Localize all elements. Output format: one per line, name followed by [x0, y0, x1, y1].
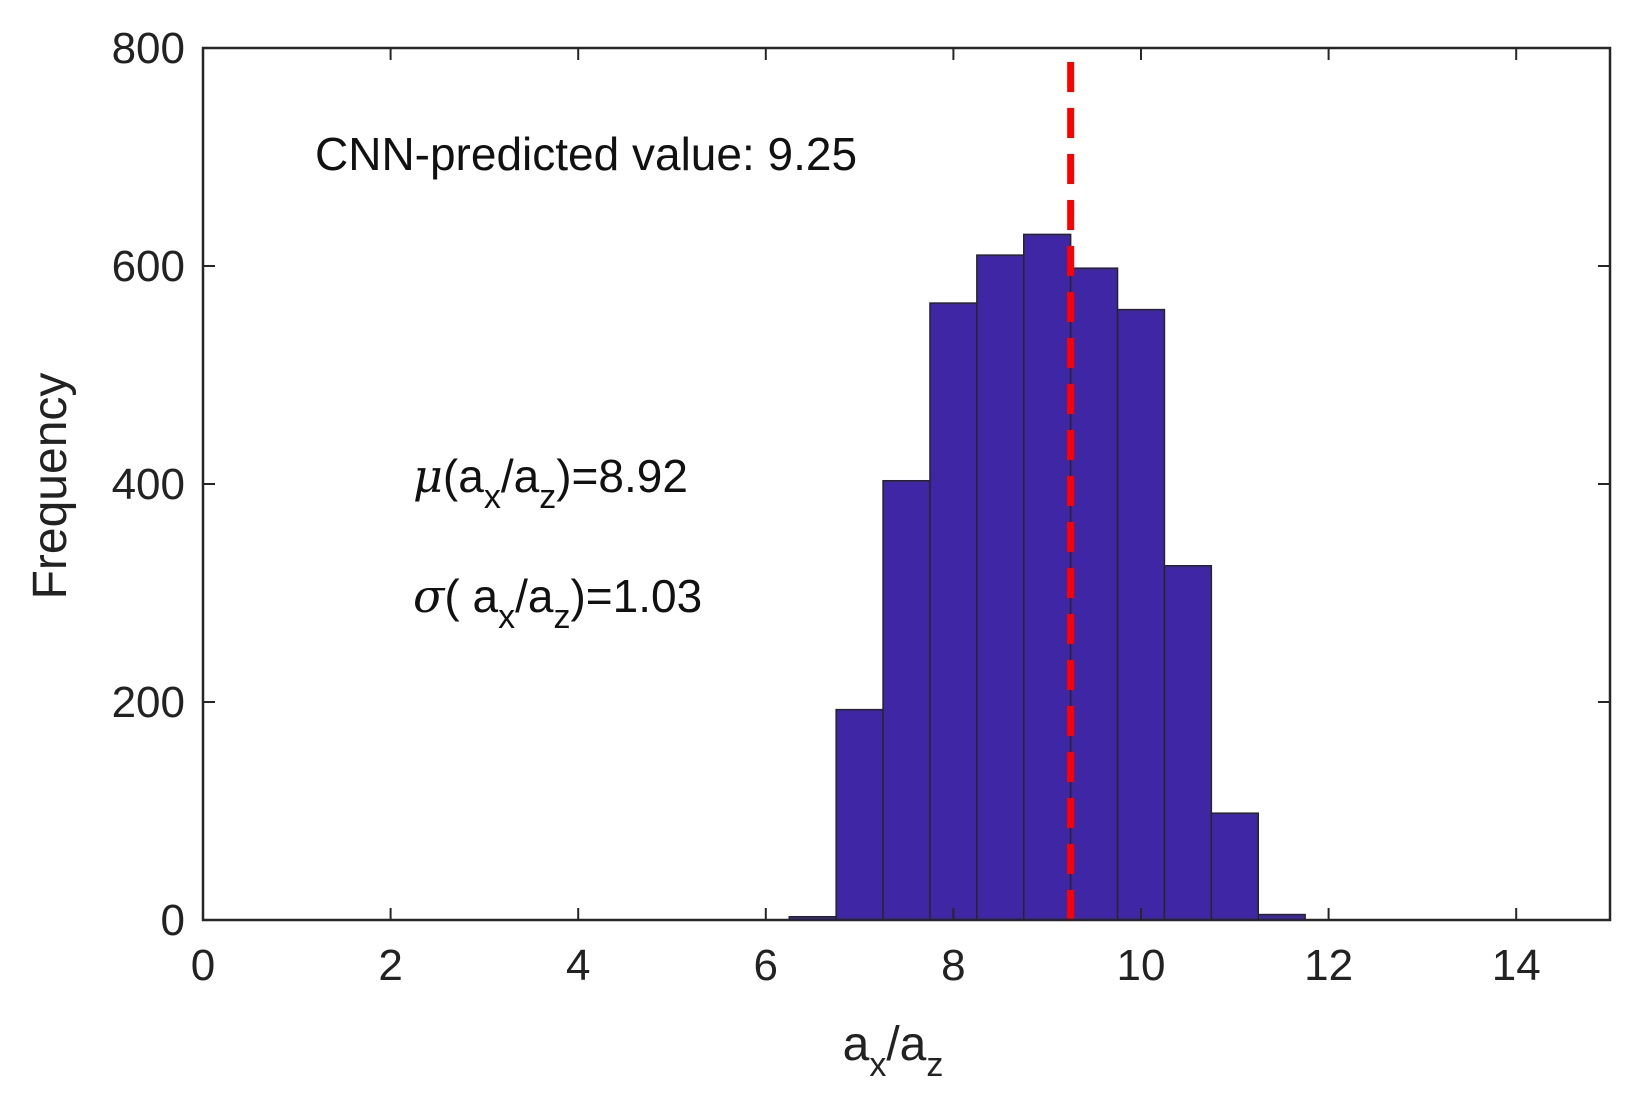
- x-title-a2: a: [900, 1018, 927, 1071]
- y-tick-label-400: 400: [112, 460, 185, 509]
- mean-annotation: μ(ax/az)=8.92: [413, 449, 688, 516]
- x-tick-label-10: 10: [1117, 941, 1166, 990]
- mu-mid: /a: [501, 450, 540, 502]
- mu-symbol: μ: [413, 449, 443, 503]
- histogram-bar-5: [976, 254, 1025, 921]
- sigma-sub-x: x: [498, 598, 515, 636]
- histogram-bars: [788, 233, 1306, 921]
- x-tick-label-0: 0: [191, 941, 215, 990]
- y-tick-label-200: 200: [112, 678, 185, 727]
- y-axis-ticks: 0 200 400 600 800: [112, 24, 1610, 945]
- sigma-symbol: σ: [413, 569, 446, 623]
- histogram-bar-10: [1210, 812, 1259, 921]
- histogram-bar-8: [1116, 308, 1166, 921]
- x-axis-ticks: 0 2 4 6 8 10 12 14: [191, 48, 1541, 990]
- histogram-bar-6: [1023, 233, 1072, 921]
- x-axis-title: ax/az: [843, 1018, 944, 1084]
- x-tick-label-2: 2: [378, 941, 402, 990]
- mu-sub-x: x: [484, 478, 501, 516]
- x-title-sub-z: z: [926, 1046, 943, 1084]
- mu-open: (a: [443, 450, 484, 502]
- histogram-bar-7: [1069, 267, 1119, 921]
- y-tick-label-600: 600: [112, 242, 185, 291]
- x-tick-label-8: 8: [941, 941, 965, 990]
- y-tick-label-800: 800: [112, 24, 185, 73]
- histogram-bar-4: [929, 302, 978, 921]
- x-tick-label-12: 12: [1304, 941, 1353, 990]
- cnn-predicted-annotation: CNN-predicted value: 9.25: [315, 128, 857, 180]
- x-title-slash: /: [886, 1018, 900, 1071]
- x-tick-label-4: 4: [566, 941, 590, 990]
- histogram-bar-9: [1163, 565, 1213, 921]
- std-annotation: σ( ax/az)=1.03: [413, 569, 702, 636]
- x-tick-label-6: 6: [754, 941, 778, 990]
- sigma-open: ( a: [444, 570, 498, 622]
- histogram-bar-3: [882, 479, 931, 921]
- x-title-sub-x: x: [869, 1046, 886, 1084]
- histogram-bar-2: [835, 708, 884, 921]
- sigma-sub-z: z: [553, 598, 570, 636]
- y-tick-label-0: 0: [161, 896, 185, 945]
- sigma-close: )=1.03: [570, 570, 702, 622]
- x-tick-label-14: 14: [1492, 941, 1541, 990]
- sigma-mid: /a: [515, 570, 554, 622]
- mu-close: )=8.92: [556, 450, 688, 502]
- x-title-a1: a: [843, 1018, 870, 1071]
- y-axis-title: Frequency: [24, 373, 77, 600]
- mu-sub-z: z: [539, 478, 556, 516]
